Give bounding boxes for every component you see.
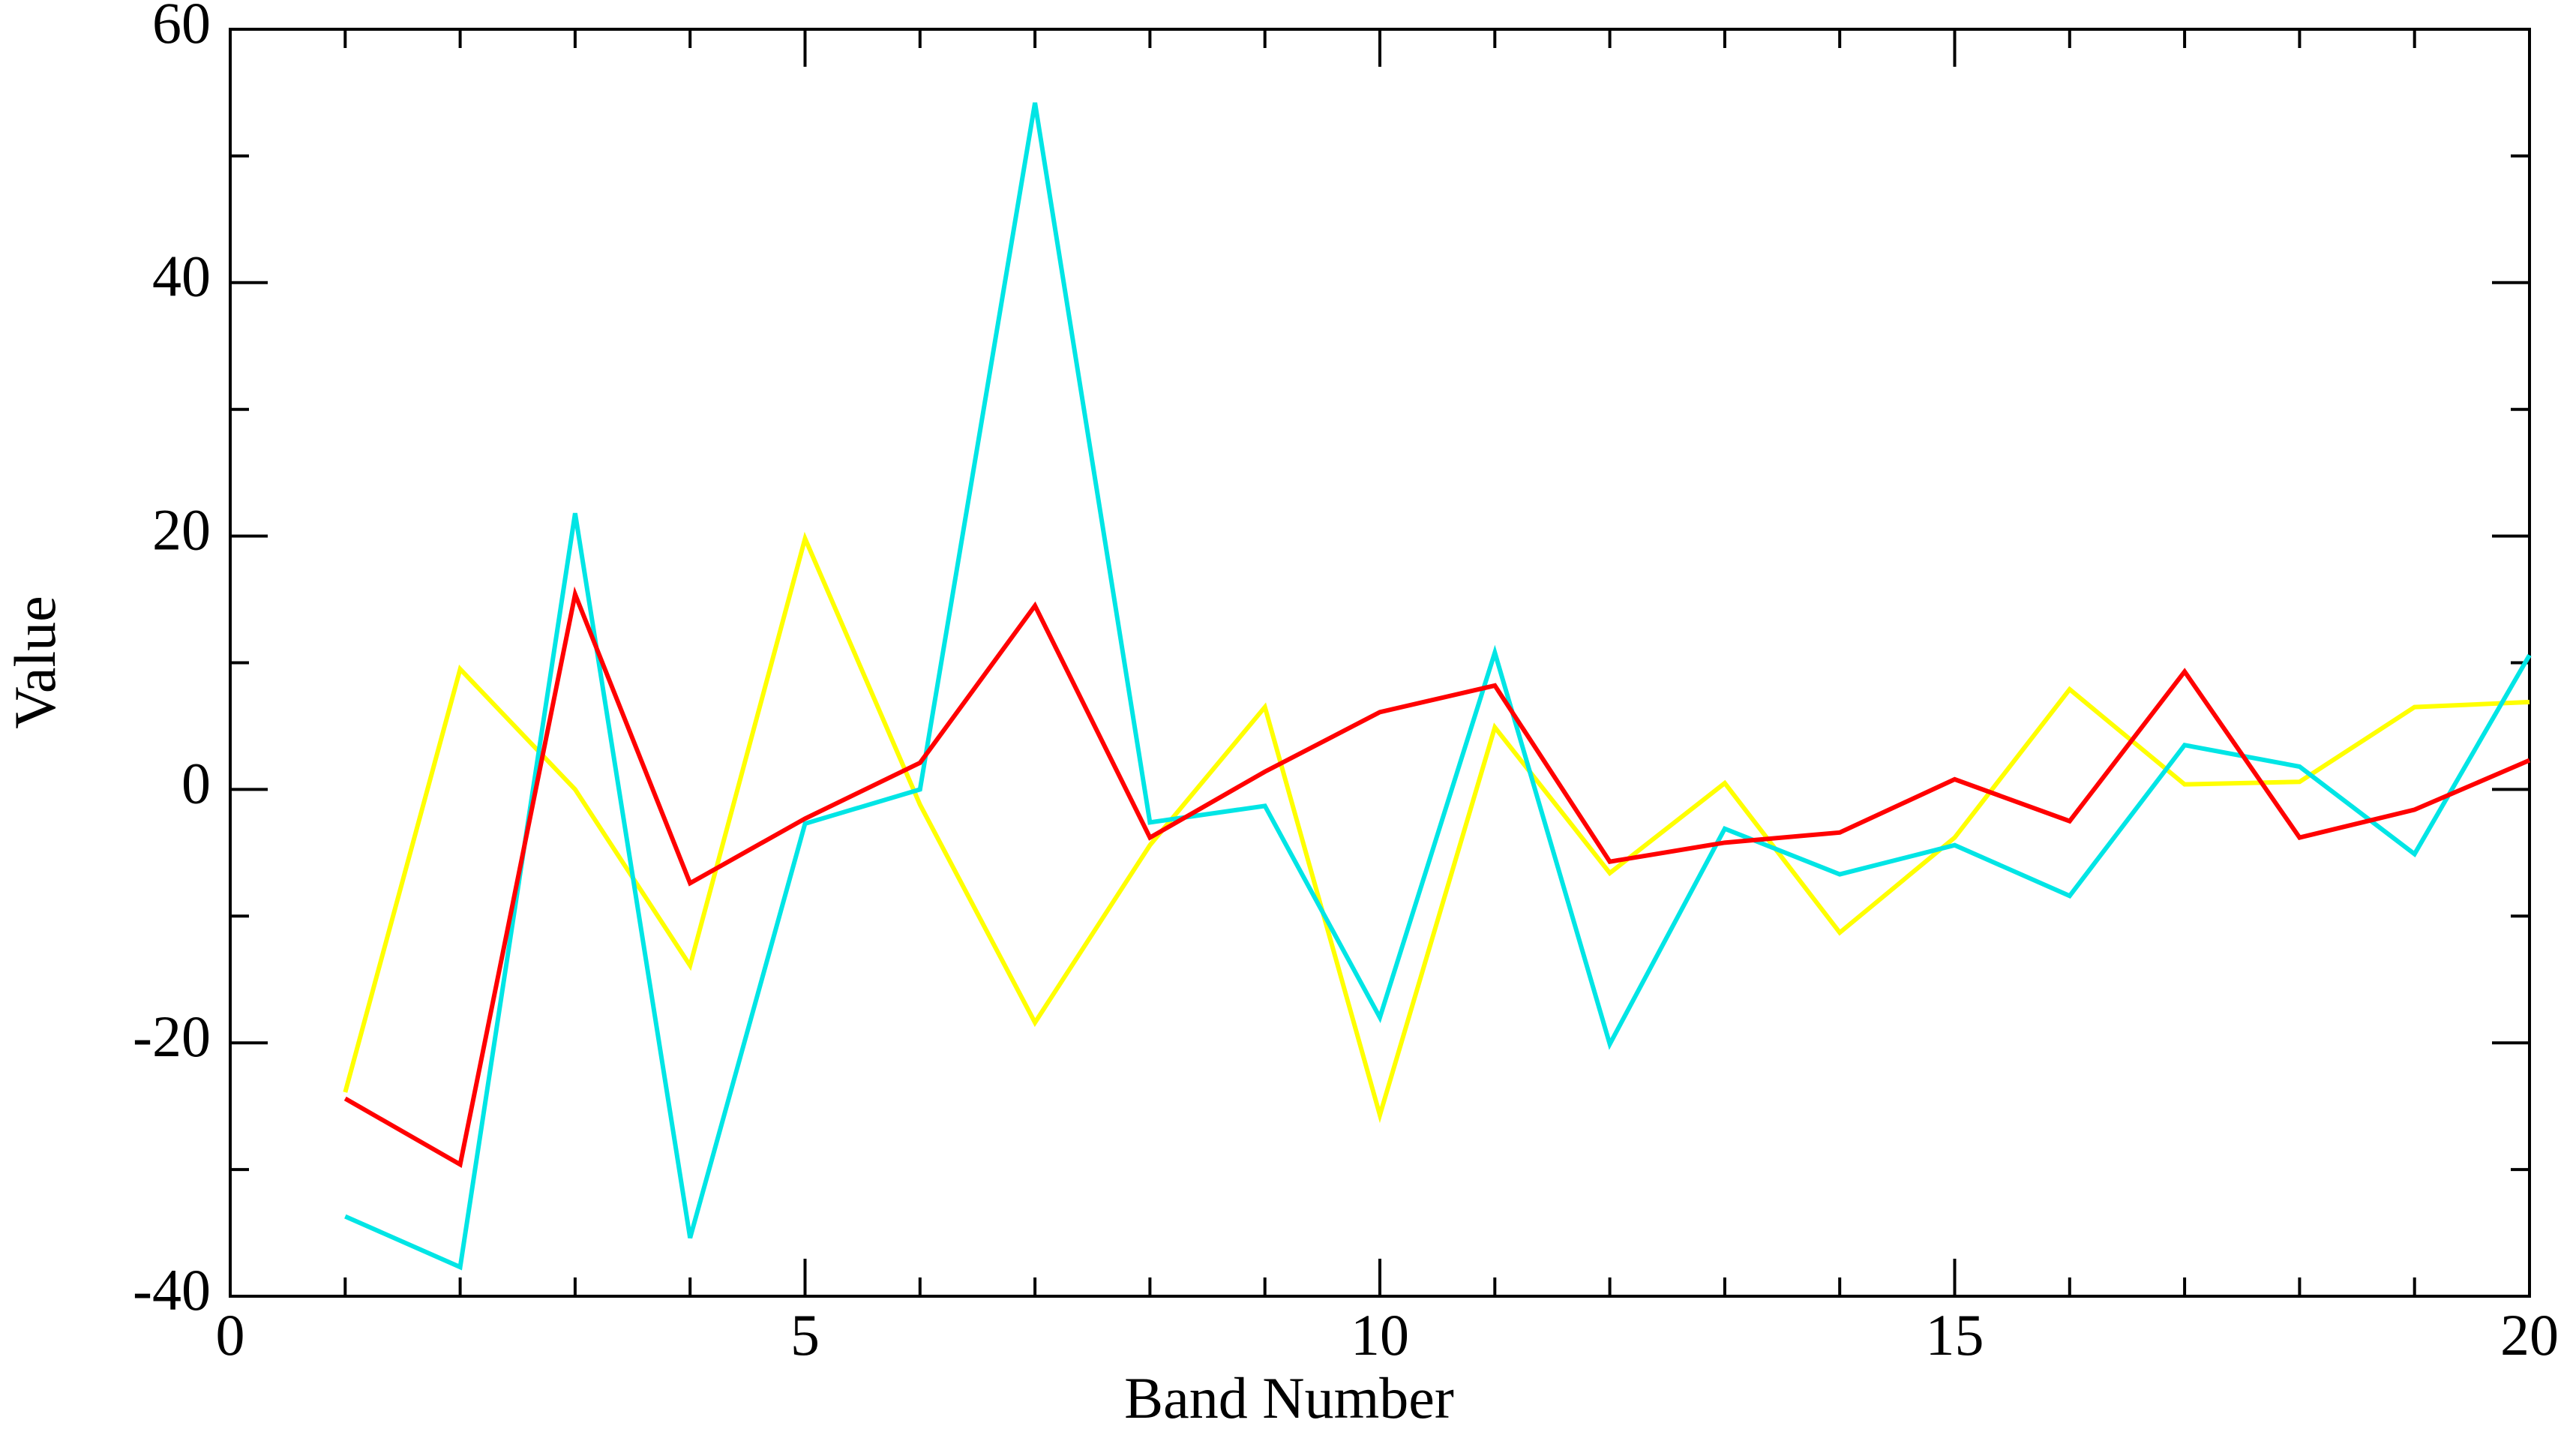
data-line (343, 531, 2530, 1124)
y-tick-label: -20 (133, 1004, 211, 1069)
y-axis-label: Value (2, 596, 67, 729)
x-tick-label: 15 (1926, 1302, 1984, 1367)
y-tick-label: -40 (133, 1257, 211, 1322)
data-line (343, 586, 2531, 1169)
x-tick-label: 5 (790, 1302, 820, 1367)
x-tick-label: 0 (216, 1302, 245, 1367)
y-tick-label: 60 (152, 0, 211, 56)
x-tick-label: 10 (1351, 1302, 1409, 1367)
y-tick-label: 20 (152, 497, 211, 563)
x-tick-label: 20 (2500, 1302, 2559, 1367)
y-tick-label: 40 (152, 244, 211, 309)
x-axis-label: Band Number (1124, 1365, 1454, 1430)
y-tick-label: 0 (181, 750, 211, 815)
data-line (344, 102, 2532, 1271)
plot-frame (229, 28, 2531, 1298)
